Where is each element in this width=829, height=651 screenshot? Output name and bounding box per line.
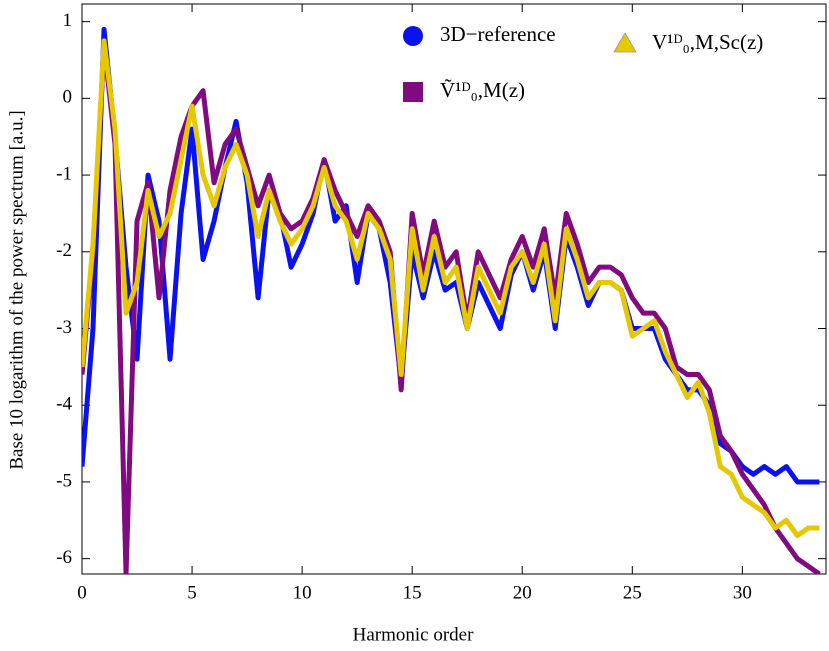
x-tick-label: 20 bbox=[513, 582, 532, 603]
y-tick-label: -4 bbox=[56, 394, 72, 415]
legend-marker bbox=[403, 82, 423, 102]
x-tick-label: 10 bbox=[293, 582, 312, 603]
x-tick-label: 25 bbox=[623, 582, 642, 603]
data-line bbox=[82, 26, 820, 485]
x-tick-label: 15 bbox=[403, 582, 422, 603]
x-tick-label: 30 bbox=[733, 582, 752, 603]
plot-frame bbox=[81, 3, 827, 575]
data-line bbox=[82, 38, 820, 539]
y-tick-label: 1 bbox=[63, 10, 73, 31]
legend-label: 3D−reference bbox=[440, 22, 556, 46]
y-tick-label: 0 bbox=[63, 87, 73, 108]
y-tick-label: -1 bbox=[56, 163, 72, 184]
legend-marker bbox=[403, 26, 423, 46]
y-tick-label: -3 bbox=[56, 317, 72, 338]
x-axis-label: Harmonic order bbox=[353, 624, 474, 645]
y-tick-label: -2 bbox=[56, 240, 72, 261]
legend: 3D−reference Ṽ¹ᴰ₀,M(z) V¹ᴰ₀,M,Sc(z) bbox=[403, 22, 763, 102]
y-tick-label: -5 bbox=[56, 470, 72, 491]
legend-label: V¹ᴰ₀,M,Sc(z) bbox=[652, 30, 763, 54]
y-axis-label: Base 10 logarithm of the power spectrum … bbox=[6, 110, 27, 469]
legend-marker bbox=[613, 32, 637, 53]
legend-label: Ṽ¹ᴰ₀,M(z) bbox=[440, 78, 525, 102]
x-tick-label: 0 bbox=[77, 582, 87, 603]
x-tick-label: 5 bbox=[187, 582, 197, 603]
data-line bbox=[82, 42, 821, 574]
y-tick-label: -6 bbox=[56, 547, 72, 568]
